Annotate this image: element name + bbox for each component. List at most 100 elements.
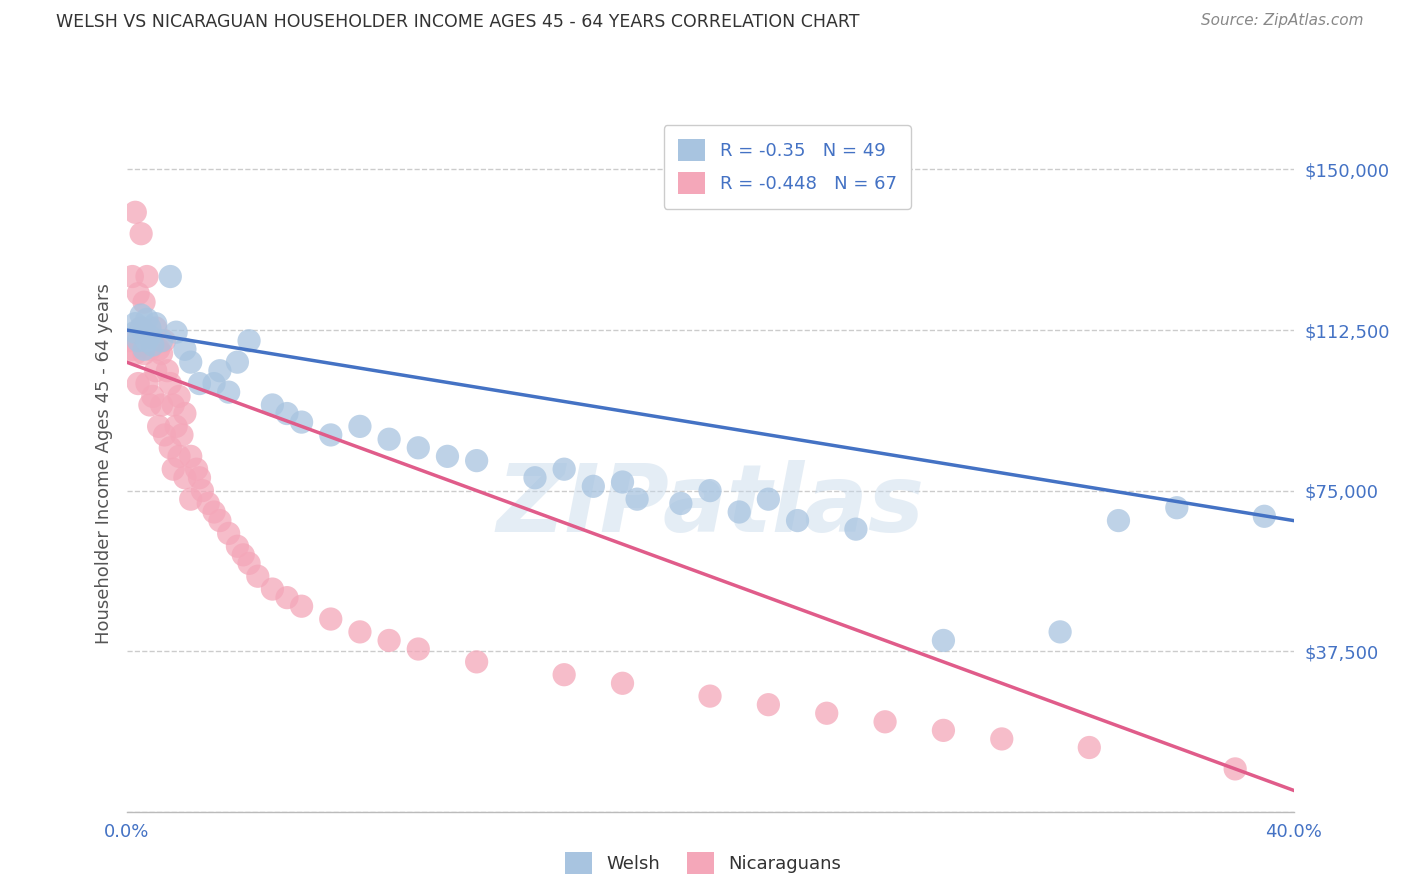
Point <box>626 492 648 507</box>
Legend: R = -0.35   N = 49, R = -0.448   N = 67: R = -0.35 N = 49, R = -0.448 N = 67 <box>664 125 911 209</box>
Point <box>165 325 187 339</box>
Point <box>699 689 721 703</box>
Point <box>756 492 779 507</box>
Point <box>378 432 401 446</box>
Point <box>465 655 488 669</box>
Point <box>408 441 430 455</box>
Y-axis label: Householder Income Ages 45 - 64 years: Householder Income Ages 45 - 64 years <box>94 284 112 644</box>
Text: ZIPatlas: ZIPatlas <box>496 459 924 551</box>
Point <box>124 317 146 331</box>
Point <box>129 321 152 335</box>
Point <box>188 376 211 391</box>
Point <box>159 441 181 455</box>
Point <box>582 479 605 493</box>
Point <box>188 471 211 485</box>
Point <box>180 355 202 369</box>
Point <box>815 706 838 721</box>
Point <box>132 343 155 357</box>
Point <box>1078 740 1101 755</box>
Point <box>1223 762 1246 776</box>
Point <box>436 450 458 464</box>
Text: Source: ZipAtlas.com: Source: ZipAtlas.com <box>1201 13 1364 29</box>
Point <box>699 483 721 498</box>
Point <box>124 325 146 339</box>
Point <box>553 462 575 476</box>
Point <box>170 428 193 442</box>
Point <box>408 642 430 657</box>
Point <box>378 633 401 648</box>
Point <box>156 364 179 378</box>
Point <box>139 343 162 357</box>
Point <box>148 419 170 434</box>
Point <box>845 522 868 536</box>
Point <box>139 329 162 343</box>
Point <box>238 334 260 348</box>
Point <box>612 676 634 690</box>
Point <box>218 385 240 400</box>
Point <box>129 227 152 241</box>
Point <box>124 205 146 219</box>
Point <box>191 483 214 498</box>
Point <box>786 514 808 528</box>
Point <box>1166 500 1188 515</box>
Point <box>208 514 231 528</box>
Point <box>136 312 159 326</box>
Point <box>465 453 488 467</box>
Point <box>129 321 152 335</box>
Point <box>124 346 146 360</box>
Point <box>319 612 342 626</box>
Point <box>319 428 342 442</box>
Point <box>262 398 284 412</box>
Point <box>612 475 634 489</box>
Point <box>349 624 371 639</box>
Point <box>167 389 190 403</box>
Point <box>150 334 173 348</box>
Point <box>553 667 575 681</box>
Point <box>145 317 167 331</box>
Point <box>136 376 159 391</box>
Point <box>932 633 955 648</box>
Point <box>127 334 149 348</box>
Point <box>165 419 187 434</box>
Point <box>162 398 184 412</box>
Point <box>232 548 254 562</box>
Point <box>990 731 1012 746</box>
Point <box>669 496 692 510</box>
Point <box>290 415 312 429</box>
Point <box>197 496 219 510</box>
Point <box>142 389 165 403</box>
Point <box>756 698 779 712</box>
Point <box>139 398 162 412</box>
Point <box>174 407 197 421</box>
Point <box>150 346 173 360</box>
Point <box>226 355 249 369</box>
Point <box>139 321 162 335</box>
Point <box>246 569 269 583</box>
Point <box>1108 514 1130 528</box>
Point <box>145 364 167 378</box>
Point <box>174 471 197 485</box>
Point <box>162 462 184 476</box>
Point <box>132 346 155 360</box>
Point <box>132 325 155 339</box>
Point <box>1049 624 1071 639</box>
Point <box>142 338 165 352</box>
Point <box>159 269 181 284</box>
Point <box>136 269 159 284</box>
Point <box>118 334 141 348</box>
Point <box>145 321 167 335</box>
Point <box>186 462 208 476</box>
Point <box>202 505 225 519</box>
Point <box>218 526 240 541</box>
Point <box>349 419 371 434</box>
Point <box>148 343 170 357</box>
Point <box>167 450 190 464</box>
Point <box>226 539 249 553</box>
Point <box>524 471 547 485</box>
Point <box>142 334 165 348</box>
Point <box>121 343 143 357</box>
Point <box>121 269 143 284</box>
Point <box>180 450 202 464</box>
Point <box>153 428 176 442</box>
Point <box>136 334 159 348</box>
